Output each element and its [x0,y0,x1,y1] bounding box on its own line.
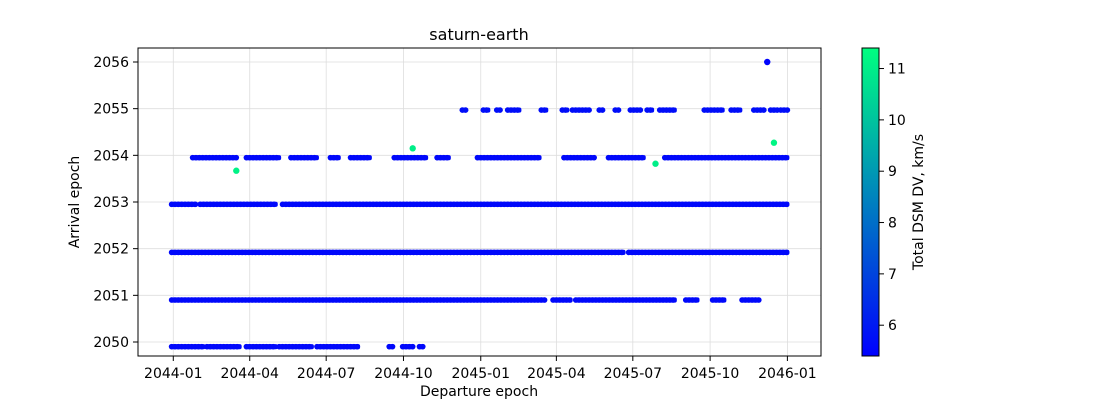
data-point [783,201,790,208]
colorbar-label: Total DSM DV, km/s [911,134,927,271]
data-point [273,154,280,161]
colorbar-tick-label: 10 [888,113,906,129]
colorbar-tick-label: 8 [888,216,897,232]
y-axis-label: Arrival epoch [67,156,83,249]
data-point [652,160,659,167]
data-point [409,343,416,350]
x-tick-label: 2044-07 [297,366,356,382]
data-point [693,297,699,303]
data-point [234,343,240,350]
data-point [637,107,644,113]
data-point [233,167,240,174]
data-point [735,107,741,113]
x-tick-label: 2044-04 [220,366,279,382]
colorbar-tick-label: 9 [888,164,897,180]
data-point [619,249,625,256]
colorbar-tick-label: 7 [888,267,897,283]
data-point [670,297,676,303]
x-tick-label: 2045-07 [604,366,663,382]
y-tick-label: 2053 [93,195,129,211]
data-points [233,58,778,174]
data-point [647,107,654,113]
data-point [783,249,790,256]
data-point [306,343,313,350]
data-point [764,58,771,66]
colorbar-ticks: 6 7 8 9 10 11 [879,62,906,334]
data-point [419,343,426,350]
data-point [409,145,416,152]
y-tick-label: 2055 [93,102,129,118]
data-point [483,107,490,113]
y-tick-label: 2052 [93,242,129,258]
data-point [591,154,597,161]
data-point [389,343,396,350]
data-point [271,201,277,208]
data-point [756,297,762,303]
x-tick-label: 2044-10 [374,366,433,382]
data-point [514,107,521,113]
colorbar [861,47,880,357]
data-point [354,343,361,350]
y-tick-label: 2050 [93,335,129,351]
colorbar-tick-label: 11 [888,62,906,78]
data-point [535,154,541,161]
data-point [364,154,371,161]
data-point [784,107,791,113]
y-axis-ticks: 2050 2051 2052 2053 2054 2055 2056 [93,55,138,351]
data-point [541,107,548,113]
x-tick-label: 2044-01 [144,366,203,382]
x-axis-label: Departure epoch [420,384,538,400]
chart-title: saturn-earth [429,25,528,44]
data-point [192,201,198,208]
data-point [567,297,573,303]
data-point [719,297,726,303]
x-tick-label: 2045-01 [452,366,511,382]
data-point [311,154,318,161]
data-point [270,343,277,350]
data-bands [168,107,791,350]
data-point [421,154,428,161]
data-point [334,154,340,161]
data-point [782,154,789,161]
data-point [761,107,767,113]
data-point [599,107,606,113]
data-point [462,107,469,113]
x-tick-label: 2045-10 [681,366,740,382]
data-point [718,107,724,113]
y-tick-label: 2056 [93,55,129,71]
data-point [670,107,676,113]
data-point [497,107,503,113]
data-point [562,107,569,113]
x-tick-label: 2045-04 [527,366,586,382]
data-point [233,154,240,161]
data-point [639,154,645,161]
y-tick-label: 2054 [93,148,129,164]
data-point [770,139,778,146]
y-tick-label: 2051 [93,288,129,304]
data-point [615,107,622,113]
data-point [586,107,592,113]
data-point [199,343,205,350]
x-tick-label: 2046-01 [758,366,817,382]
colorbar-tick-label: 6 [888,318,897,334]
data-point [541,297,548,303]
data-point [444,154,450,161]
x-axis-ticks: 2044-01 2044-04 2044-07 2044-10 2045-01 2045-… [144,356,817,382]
